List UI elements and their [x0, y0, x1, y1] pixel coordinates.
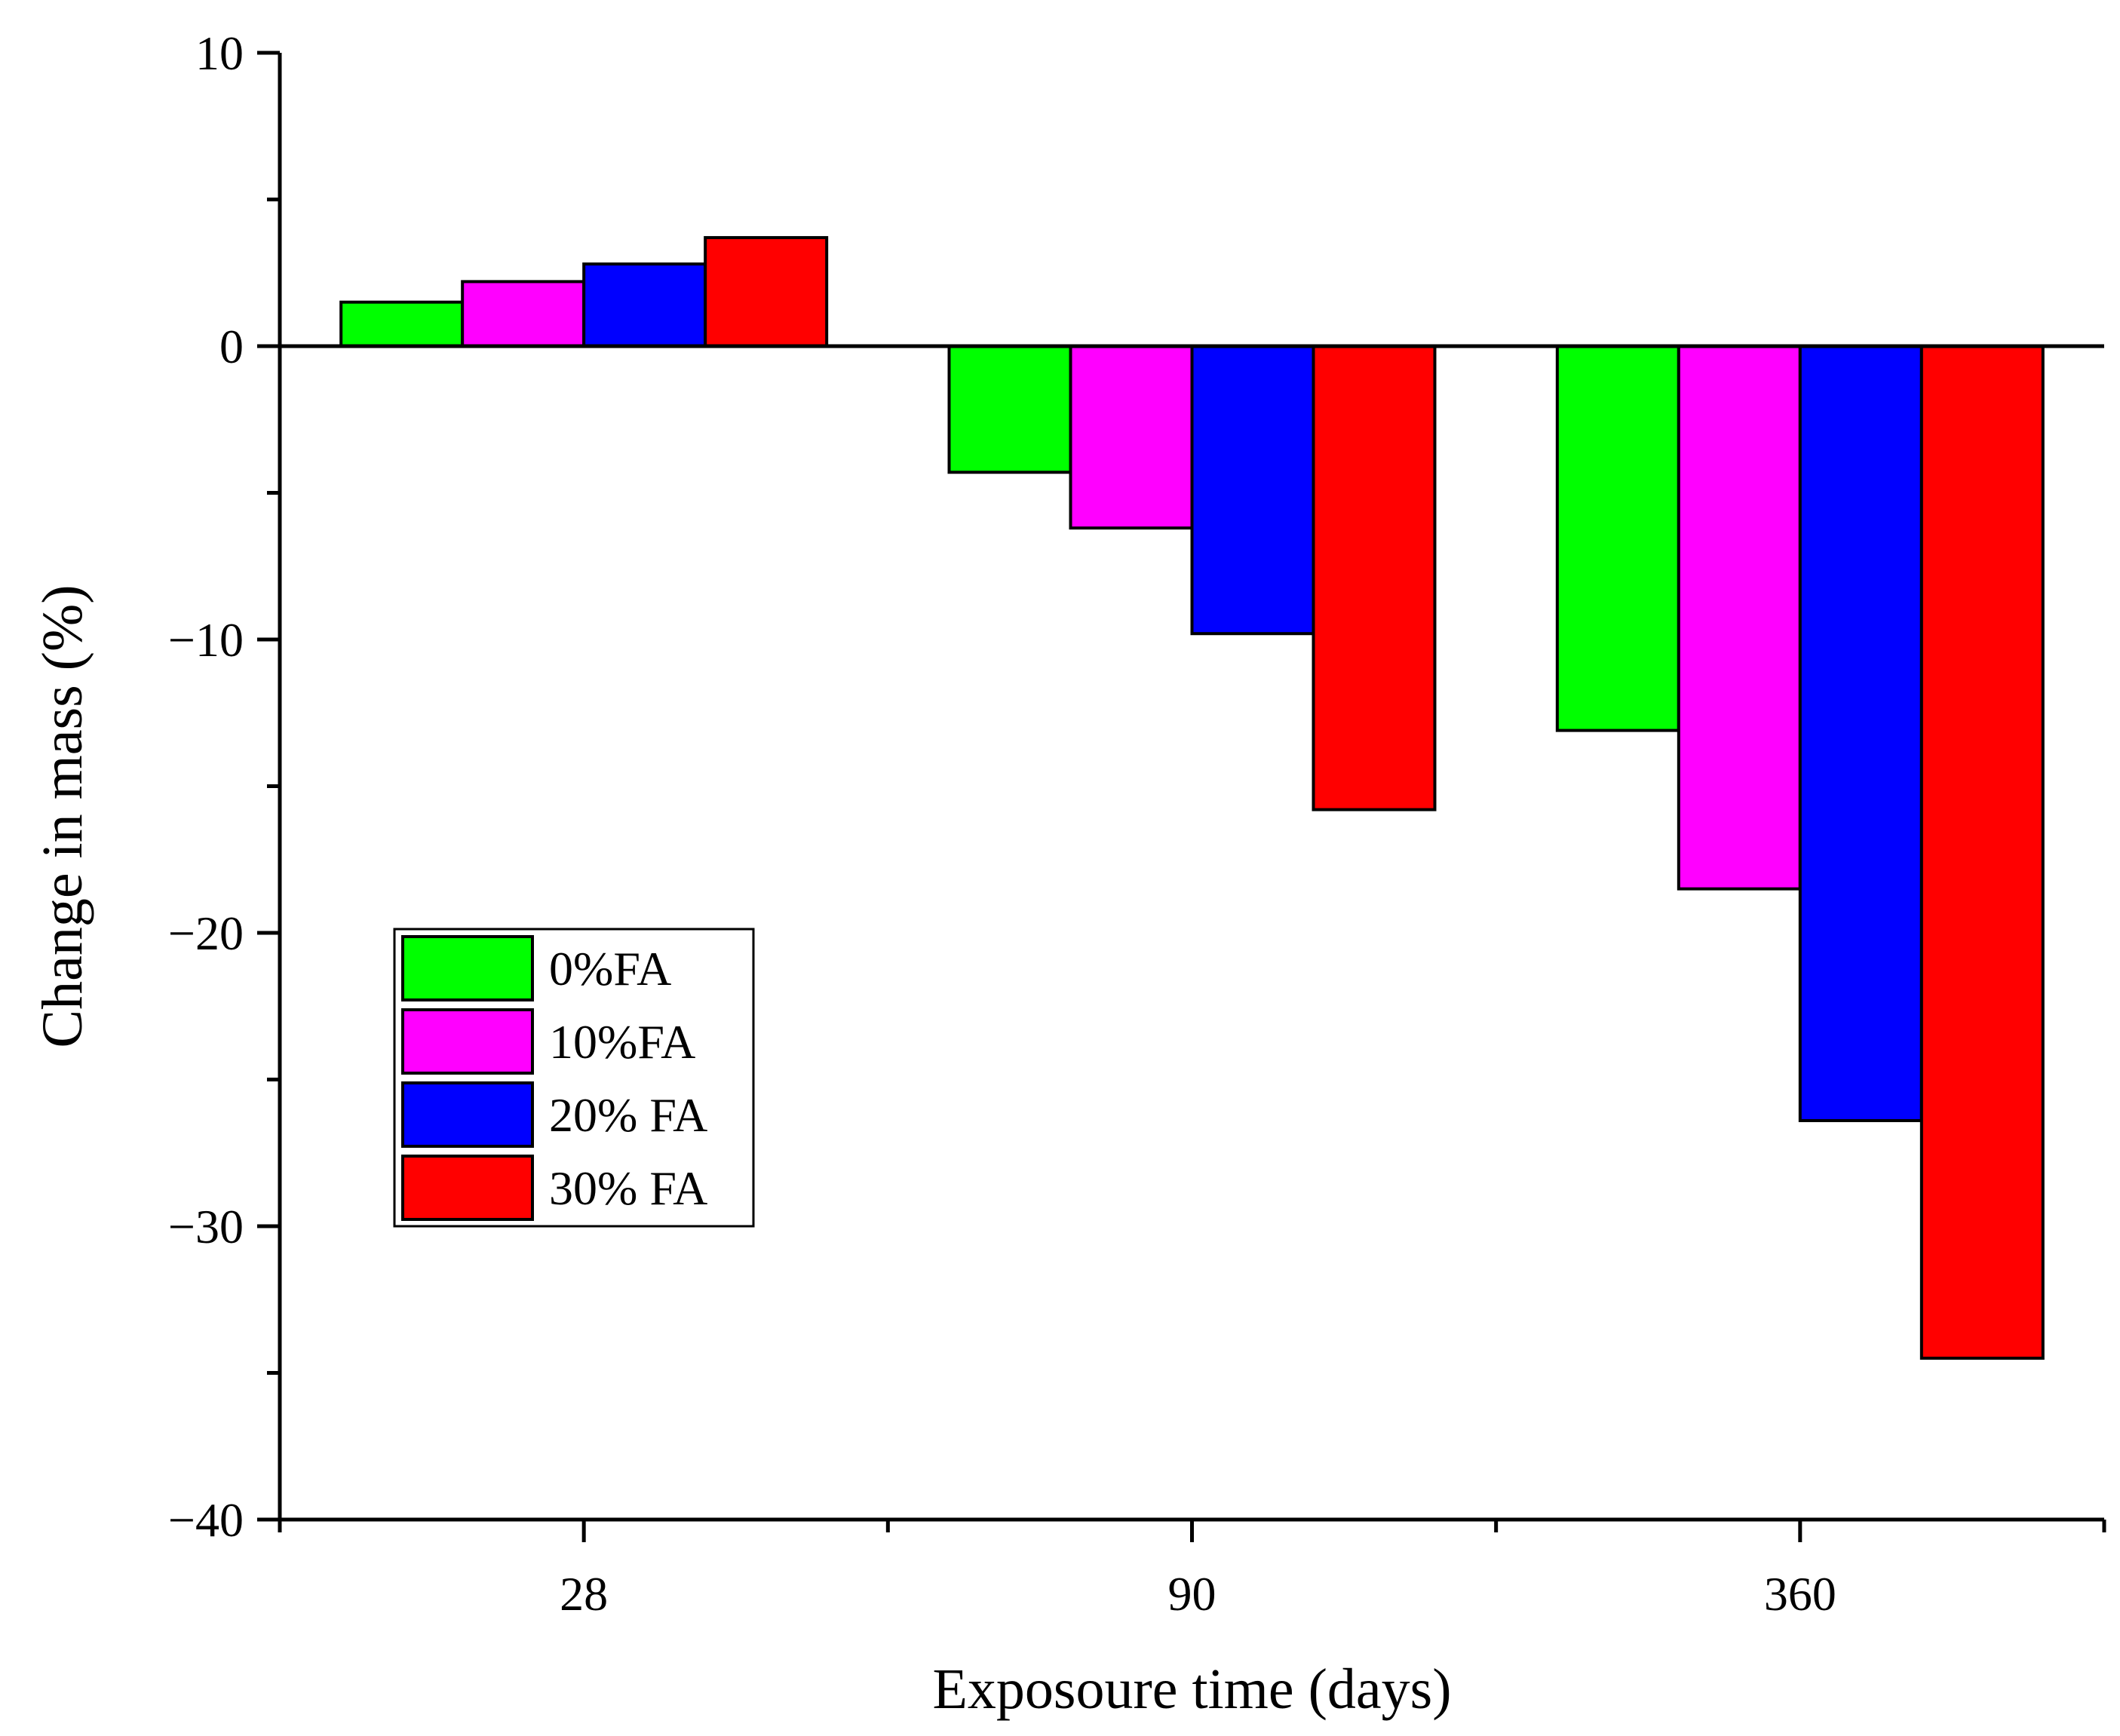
y-tick-label: −20	[168, 906, 244, 960]
legend-swatch	[401, 935, 534, 1001]
bar-10fa-90	[1069, 345, 1194, 530]
bar-30fa-28	[704, 236, 829, 348]
x-tick-label: 360	[1764, 1567, 1836, 1621]
y-axis-title: Change in mass (%)	[31, 584, 94, 1047]
bars	[339, 236, 2045, 1360]
axes	[257, 51, 2106, 1542]
bar-30fa-360	[1919, 345, 2045, 1360]
bar-0fa-28	[339, 300, 465, 348]
y-tick-label: −40	[168, 1493, 244, 1547]
x-axis-title: Exposoure time (days)	[932, 1658, 1451, 1721]
y-tick-label: −30	[168, 1200, 244, 1253]
legend-label: 0%FA	[549, 942, 671, 995]
legend-swatch	[401, 1008, 534, 1075]
legend: 0%FA 10%FA 20% FA 30% FA	[393, 928, 755, 1228]
x-tick-label: 28	[560, 1567, 608, 1621]
bar-20fa-90	[1190, 345, 1315, 636]
bar-20fa-28	[582, 262, 707, 348]
bar-0fa-360	[1555, 345, 1680, 732]
bar-10fa-28	[461, 280, 586, 348]
bar-20fa-360	[1798, 345, 1923, 1122]
y-tick-label: 10	[195, 26, 244, 80]
x-tick-label: 90	[1168, 1567, 1216, 1621]
axis-labels: 10 0 −10 −20 −30 −40 28 90 360 Exposoure time (da…	[31, 26, 1836, 1721]
bar-10fa-360	[1677, 345, 1802, 891]
legend-swatch	[401, 1081, 534, 1148]
y-tick-label: 0	[219, 320, 244, 373]
legend-swatch	[401, 1155, 534, 1221]
bar-30fa-90	[1312, 345, 1437, 811]
bar-0fa-90	[947, 345, 1072, 474]
legend-label: 10%FA	[549, 1015, 695, 1069]
legend-label: 20% FA	[549, 1088, 707, 1142]
y-tick-label: −10	[168, 613, 244, 667]
legend-label: 30% FA	[549, 1161, 707, 1215]
